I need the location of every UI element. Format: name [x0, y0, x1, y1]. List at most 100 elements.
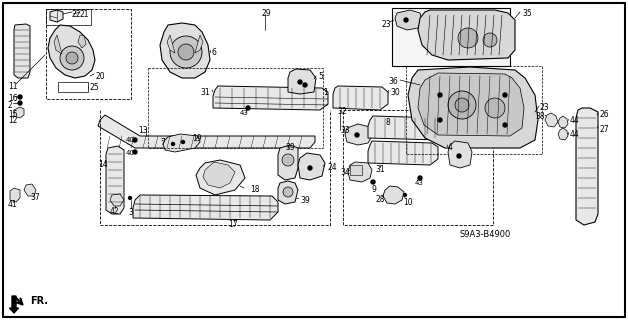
Polygon shape [288, 69, 316, 94]
Circle shape [483, 33, 497, 47]
Polygon shape [418, 73, 524, 136]
Polygon shape [50, 10, 63, 22]
Bar [343, 110, 493, 225]
Circle shape [448, 91, 476, 119]
Text: 9: 9 [372, 185, 377, 194]
Circle shape [246, 106, 250, 110]
Text: 14: 14 [98, 160, 107, 169]
Text: 23: 23 [540, 103, 550, 112]
Polygon shape [10, 188, 20, 202]
Polygon shape [298, 153, 325, 180]
Text: 6: 6 [212, 48, 217, 57]
Polygon shape [106, 146, 124, 214]
Polygon shape [213, 86, 328, 110]
Circle shape [503, 93, 507, 97]
Circle shape [485, 98, 505, 118]
Text: 30: 30 [390, 88, 400, 97]
Text: 4: 4 [448, 143, 453, 152]
Polygon shape [98, 115, 315, 148]
Text: 40: 40 [126, 137, 135, 143]
Text: 1: 1 [323, 88, 328, 97]
Text: 32: 32 [337, 107, 347, 116]
Text: 25: 25 [90, 83, 100, 92]
Text: 17: 17 [228, 220, 237, 229]
Polygon shape [408, 67, 538, 148]
Text: 5: 5 [318, 72, 323, 81]
Text: 29: 29 [262, 9, 272, 18]
Polygon shape [110, 194, 124, 206]
Polygon shape [160, 23, 210, 78]
Text: 16: 16 [8, 94, 18, 103]
Polygon shape [558, 128, 568, 140]
Polygon shape [576, 108, 598, 225]
Text: 44: 44 [570, 116, 580, 125]
Circle shape [60, 46, 84, 70]
Text: 34: 34 [340, 168, 350, 177]
Bar [46, 9, 91, 25]
Polygon shape [333, 86, 388, 110]
Polygon shape [418, 10, 515, 60]
Circle shape [404, 194, 406, 196]
Text: 31: 31 [200, 88, 210, 97]
Circle shape [129, 196, 131, 199]
Text: 13: 13 [138, 126, 148, 135]
Polygon shape [348, 162, 372, 182]
Polygon shape [133, 195, 278, 220]
Text: 8: 8 [385, 118, 390, 127]
Text: 24: 24 [327, 163, 337, 172]
Text: 22: 22 [72, 10, 82, 19]
Text: 21: 21 [80, 10, 90, 19]
Text: 3: 3 [128, 208, 133, 217]
Text: 38: 38 [536, 112, 545, 121]
Text: 18: 18 [250, 185, 259, 194]
Text: 43: 43 [240, 110, 249, 116]
Polygon shape [48, 25, 95, 78]
Circle shape [18, 101, 22, 105]
Polygon shape [545, 113, 558, 127]
Text: 44: 44 [570, 130, 580, 139]
FancyArrow shape [9, 296, 18, 313]
Circle shape [66, 52, 78, 64]
Text: 12: 12 [8, 116, 18, 125]
Text: 42: 42 [110, 207, 119, 216]
Text: 11: 11 [8, 82, 18, 91]
Circle shape [458, 28, 478, 48]
Text: 28: 28 [375, 195, 384, 204]
Circle shape [308, 166, 312, 170]
Text: 43: 43 [415, 180, 424, 186]
Text: 27: 27 [600, 125, 610, 134]
Polygon shape [163, 134, 200, 152]
Circle shape [171, 142, 175, 146]
Polygon shape [448, 141, 472, 168]
Circle shape [133, 138, 137, 142]
Circle shape [503, 123, 507, 127]
Polygon shape [24, 184, 36, 196]
Polygon shape [203, 162, 235, 188]
Polygon shape [278, 181, 298, 204]
Circle shape [457, 154, 461, 158]
Text: 23: 23 [382, 20, 392, 29]
Text: 40: 40 [126, 150, 135, 156]
Polygon shape [14, 24, 30, 78]
Bar [350, 165, 362, 175]
Circle shape [303, 83, 307, 87]
Circle shape [404, 18, 408, 22]
Circle shape [282, 154, 294, 166]
Text: 31: 31 [375, 165, 384, 174]
Circle shape [170, 36, 202, 68]
Polygon shape [345, 124, 372, 145]
Circle shape [283, 187, 293, 197]
Text: FR.: FR. [30, 296, 48, 306]
Bar [58, 82, 88, 92]
Polygon shape [368, 116, 448, 140]
Polygon shape [558, 116, 568, 128]
Bar [392, 8, 510, 66]
Polygon shape [78, 35, 86, 48]
Circle shape [298, 80, 302, 84]
Polygon shape [395, 10, 422, 30]
Text: 19: 19 [192, 134, 202, 143]
Text: 10: 10 [403, 198, 413, 207]
Text: 2: 2 [8, 101, 13, 110]
Bar [406, 66, 542, 154]
Polygon shape [368, 141, 438, 165]
